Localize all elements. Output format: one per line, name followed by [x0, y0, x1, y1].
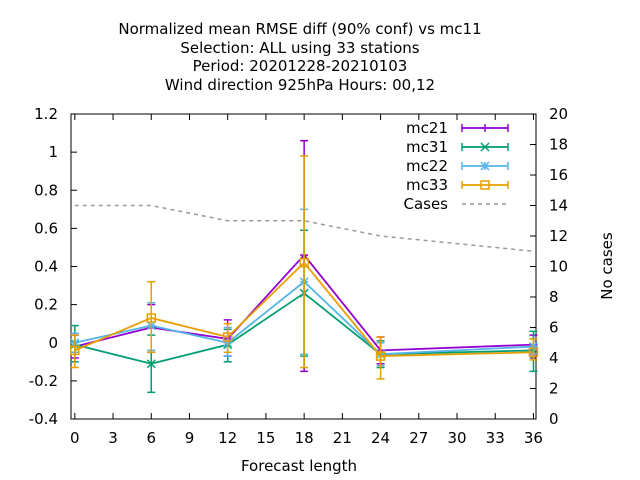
x-tick-label: 27	[409, 429, 428, 447]
cases-series	[74, 204, 534, 252]
data-series	[70, 139, 539, 394]
title-line-4: Wind direction 925hPa Hours: 00,12	[165, 76, 435, 94]
x-tick-label: 30	[447, 429, 466, 447]
error-bar	[147, 281, 156, 354]
error-bar	[300, 155, 309, 369]
x-tick-label: 33	[486, 429, 505, 447]
title-line-2: Selection: ALL using 33 stations	[180, 39, 419, 57]
data-point-marker	[70, 345, 80, 356]
y-tick-label: -0.4	[29, 410, 58, 428]
data-point-marker	[222, 332, 233, 342]
x-tick-label: 12	[218, 429, 237, 447]
y-axis-ticks: -0.4 -0.2 0 0.2 0.4 0.6 0.8 1 1.2	[29, 105, 77, 428]
legend-label: mc31	[406, 138, 448, 156]
data-point-marker	[375, 351, 386, 361]
y2-tick-label: 4	[549, 349, 559, 367]
legend-label: Cases	[403, 195, 448, 213]
y2-tick-label: 6	[549, 319, 559, 337]
y-tick-label: 0.8	[34, 181, 58, 199]
series-line	[74, 280, 534, 356]
data-point-marker	[528, 347, 539, 358]
error-bar	[70, 334, 79, 369]
y2-tick-label: 12	[549, 227, 568, 245]
series-cases	[74, 204, 534, 252]
y2-tick-label: 8	[549, 288, 559, 306]
x-tick-label: 0	[70, 429, 80, 447]
data-point-marker	[480, 161, 490, 171]
x-tick-label: 6	[146, 429, 156, 447]
legend-label: mc21	[406, 119, 448, 137]
data-point-marker	[146, 313, 157, 323]
y-tick-label: 1	[48, 143, 58, 161]
data-point-marker	[480, 142, 490, 152]
legend-item-cases: Cases	[403, 195, 508, 213]
legend-label: mc33	[406, 176, 448, 194]
y-tick-label: 0.2	[34, 296, 58, 314]
legend-item-mc21: mc21	[406, 119, 509, 137]
y2-axis-label: No cases	[598, 232, 616, 300]
y-tick-label: 0.6	[34, 219, 58, 237]
legend-item-mc22: mc22	[406, 157, 509, 175]
legend-item-mc33: mc33	[406, 176, 509, 194]
y-tick-label: 0.4	[34, 258, 58, 276]
x-tick-label: 3	[108, 429, 118, 447]
y2-tick-label: 20	[549, 105, 568, 123]
y2-axis-ticks: 0 2 4 6 8 10 12 14 16 18 20	[530, 105, 568, 428]
y2-tick-label: 0	[549, 410, 559, 428]
x-tick-label: 18	[295, 429, 314, 447]
series-line	[74, 261, 534, 358]
legend-label: mc22	[406, 157, 448, 175]
title-line-1: Normalized mean RMSE diff (90% conf) vs …	[118, 20, 481, 38]
data-point-marker	[481, 124, 489, 132]
y2-tick-label: 16	[549, 166, 568, 184]
x-axis-ticks: 0 3 6 9 12 15 18 21 24 27 30 33 36	[70, 114, 543, 447]
y2-tick-label: 10	[549, 258, 568, 276]
x-tick-label: 15	[256, 429, 275, 447]
series-line	[74, 253, 534, 352]
chart-title: Normalized mean RMSE diff (90% conf) vs …	[118, 20, 481, 94]
y-tick-label: 1.2	[34, 105, 58, 123]
series-line	[74, 204, 534, 252]
y2-tick-label: 14	[549, 197, 568, 215]
data-point-marker	[146, 359, 156, 369]
y2-tick-label: 2	[549, 380, 559, 398]
x-tick-label: 24	[371, 429, 390, 447]
x-axis-label: Forecast length	[241, 457, 357, 475]
error-bar	[376, 336, 385, 380]
y2-tick-label: 18	[549, 136, 568, 154]
x-tick-label: 36	[524, 429, 543, 447]
legend-item-mc31: mc31	[406, 138, 509, 156]
x-tick-label: 21	[333, 429, 352, 447]
title-line-3: Period: 20201228-20210103	[193, 57, 408, 75]
y-tick-label: -0.2	[29, 372, 58, 390]
x-tick-label: 9	[185, 429, 195, 447]
y-tick-label: 0	[48, 334, 58, 352]
data-point-marker	[480, 180, 490, 190]
error-bar	[223, 322, 232, 354]
series-mc33	[70, 155, 539, 380]
data-point-marker	[299, 257, 309, 268]
